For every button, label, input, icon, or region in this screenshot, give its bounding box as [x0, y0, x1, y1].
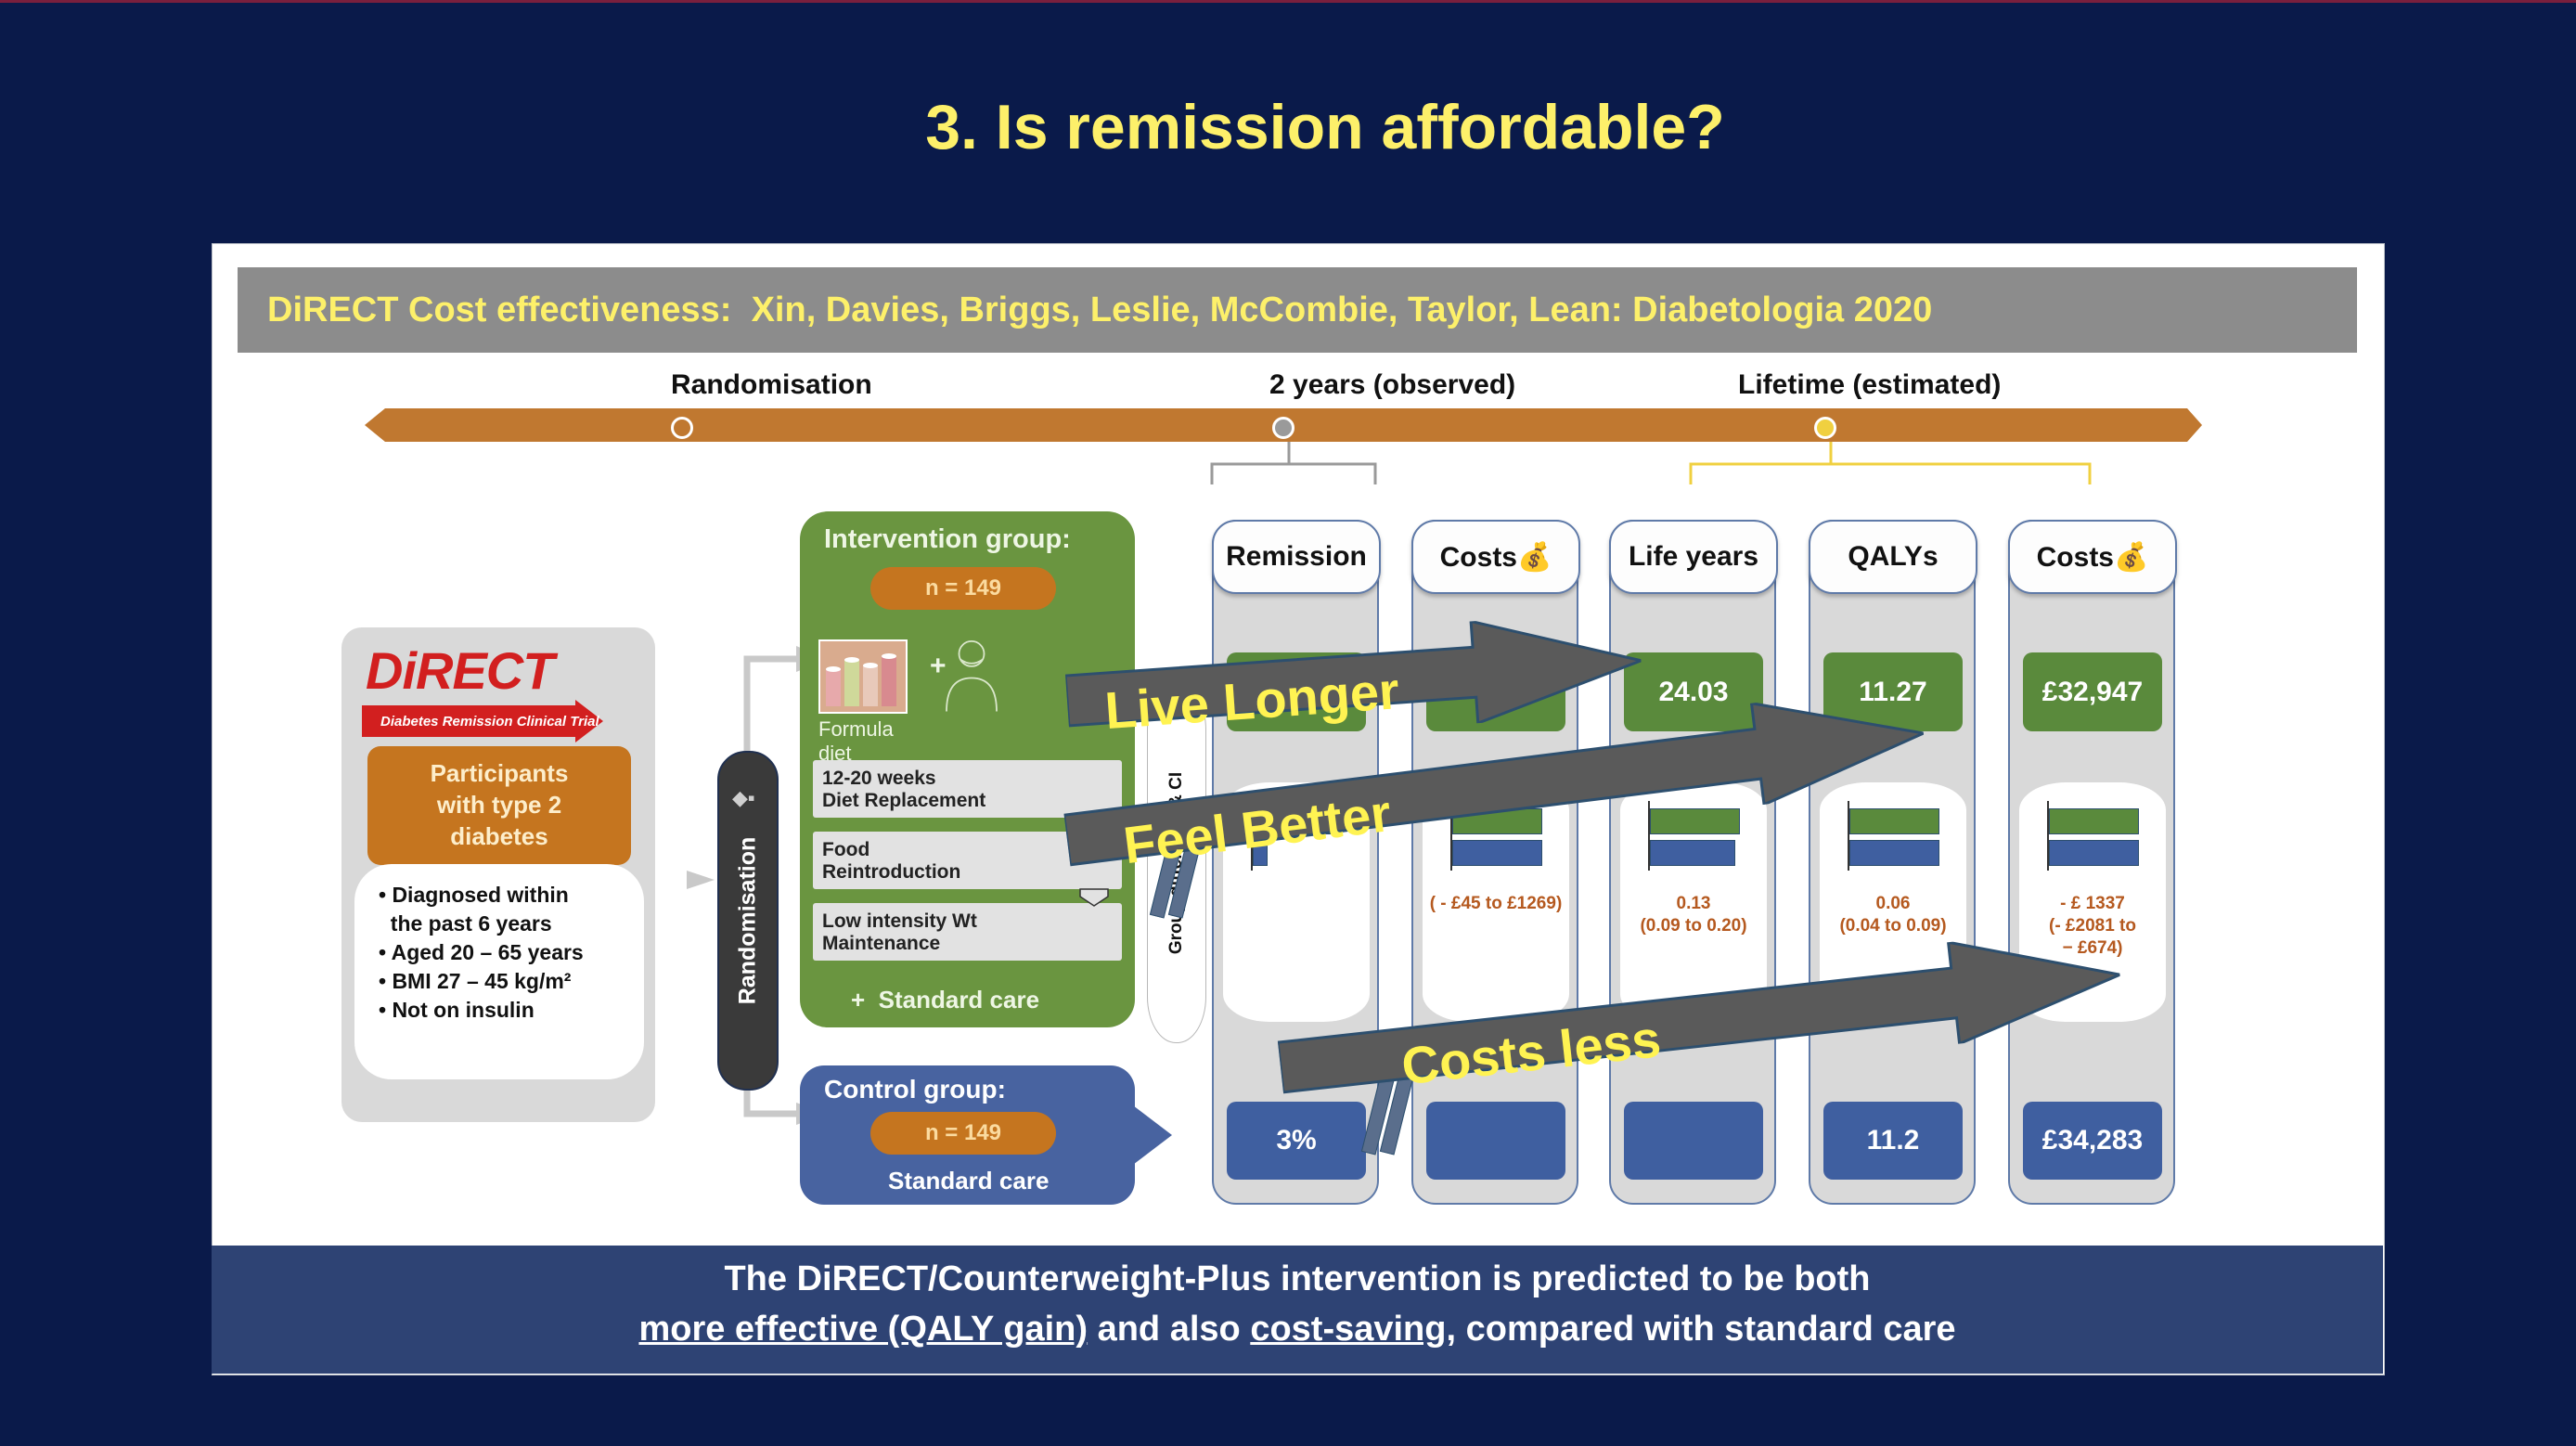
- svg-text:Costs less: Costs less: [1398, 1009, 1663, 1095]
